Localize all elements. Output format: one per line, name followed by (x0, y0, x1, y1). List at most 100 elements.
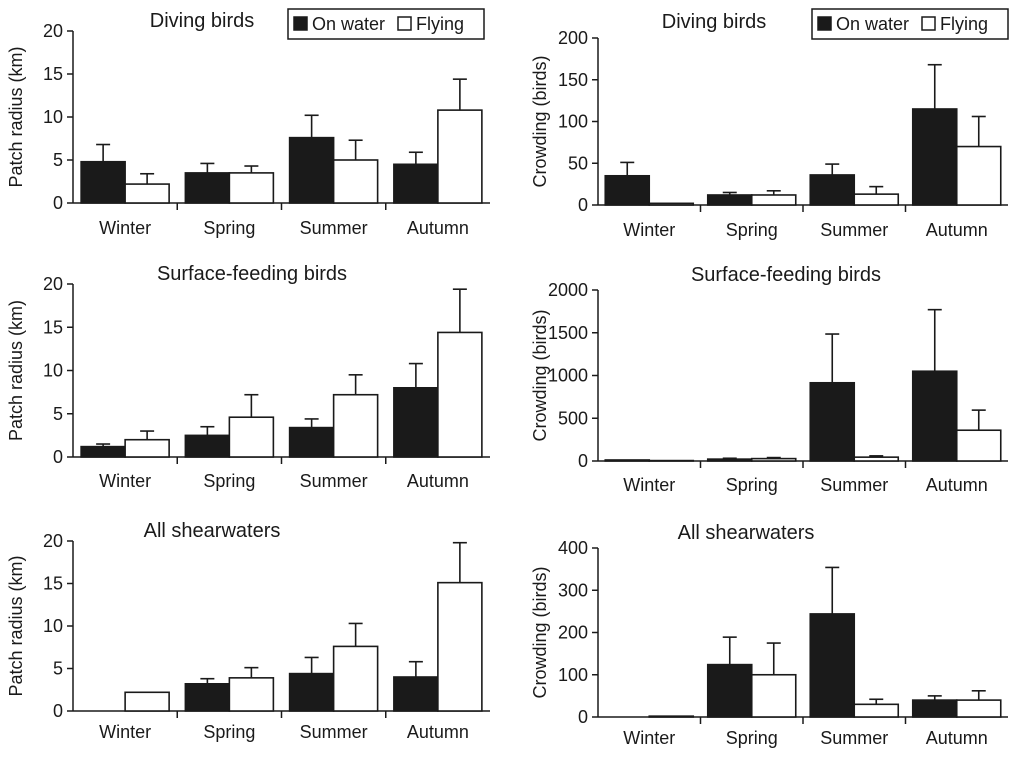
chart-title: Surface-feeding birds (691, 264, 881, 286)
bar-flying-summer (854, 457, 898, 461)
x-tick-label: Spring (726, 728, 778, 748)
bar-flying-spring (229, 678, 273, 711)
bar-flying-autumn (957, 147, 1001, 205)
bar-on-water-autumn (913, 700, 957, 717)
y-tick-label: 300 (558, 580, 588, 600)
legend: On water Flying (288, 9, 484, 39)
y-tick-label: 20 (43, 21, 63, 41)
bar-on-water-spring (708, 195, 752, 205)
bar-flying-summer (334, 646, 378, 711)
bar-on-water-summer (290, 674, 334, 711)
x-tick-label: Winter (623, 475, 675, 495)
y-tick-label: 0 (578, 451, 588, 471)
chart-title: All shearwaters (144, 520, 281, 542)
bar-on-water-spring (708, 665, 752, 717)
chart-title: Diving birds (150, 10, 254, 32)
legend-label-flying: Flying (940, 14, 988, 34)
y-axis-label: Patch radius (km) (6, 555, 26, 696)
x-tick-label: Spring (203, 471, 255, 491)
x-tick-label: Summer (300, 722, 368, 742)
y-tick-label: 1500 (548, 323, 588, 343)
y-tick-label: 15 (43, 574, 63, 594)
bar-flying-winter (125, 184, 169, 203)
bar-flying-autumn (438, 332, 482, 457)
y-tick-label: 150 (558, 70, 588, 90)
bar-flying-autumn (438, 583, 482, 711)
legend-swatch-flying (922, 17, 935, 30)
bar-flying-spring (752, 675, 796, 717)
y-axis-label: Crowding (birds) (530, 55, 550, 187)
chart-title: All shearwaters (678, 522, 815, 544)
x-tick-label: Summer (820, 220, 888, 240)
bar-flying-winter (649, 716, 693, 717)
x-tick-label: Autumn (926, 220, 988, 240)
y-tick-label: 15 (43, 317, 63, 337)
bar-flying-autumn (957, 700, 1001, 717)
x-tick-label: Autumn (407, 471, 469, 491)
legend-label-on-water: On water (312, 14, 385, 34)
bar-on-water-spring (185, 435, 229, 457)
bar-flying-winter (125, 440, 169, 457)
y-axis-label: Patch radius (km) (6, 46, 26, 187)
x-tick-label: Winter (623, 220, 675, 240)
bar-on-water-spring (185, 684, 229, 711)
chart-panel-surface-crowding: 0 500 1000 1500 2000 Winter Spring Summer Autumn… (530, 264, 1008, 495)
x-tick-label: Winter (623, 728, 675, 748)
x-tick-label: Spring (726, 475, 778, 495)
bar-on-water-winter (81, 447, 125, 457)
chart-title: Diving birds (662, 11, 766, 33)
bar-on-water-summer (810, 383, 854, 461)
y-tick-label: 10 (43, 361, 63, 381)
x-tick-label: Summer (820, 728, 888, 748)
legend-swatch-on-water (818, 17, 831, 30)
x-tick-label: Autumn (926, 475, 988, 495)
bar-on-water-autumn (394, 164, 438, 203)
x-tick-label: Spring (726, 220, 778, 240)
bar-on-water-winter (605, 460, 649, 461)
bar-on-water-summer (810, 614, 854, 717)
legend-swatch-flying (398, 17, 411, 30)
bar-flying-spring (229, 173, 273, 203)
x-tick-label: Autumn (407, 722, 469, 742)
bar-flying-autumn (957, 430, 1001, 461)
y-tick-label: 50 (568, 153, 588, 173)
bar-flying-winter (125, 692, 169, 711)
y-tick-label: 100 (558, 112, 588, 132)
y-tick-label: 200 (558, 28, 588, 48)
bar-on-water-summer (290, 428, 334, 457)
y-axis-label: Crowding (birds) (530, 309, 550, 441)
y-tick-label: 400 (558, 538, 588, 558)
bar-flying-spring (752, 459, 796, 461)
x-tick-label: Autumn (926, 728, 988, 748)
x-tick-label: Winter (99, 471, 151, 491)
x-tick-label: Winter (99, 722, 151, 742)
y-tick-label: 200 (558, 623, 588, 643)
y-tick-label: 20 (43, 274, 63, 294)
y-tick-label: 500 (558, 408, 588, 428)
bar-on-water-summer (810, 175, 854, 205)
x-tick-label: Summer (820, 475, 888, 495)
y-axis-label: Crowding (birds) (530, 566, 550, 698)
x-tick-label: Summer (300, 218, 368, 238)
x-tick-label: Winter (99, 218, 151, 238)
bar-flying-summer (854, 704, 898, 717)
legend-label-flying: Flying (416, 14, 464, 34)
bar-on-water-autumn (394, 677, 438, 711)
y-tick-label: 20 (43, 531, 63, 551)
bar-flying-summer (854, 194, 898, 205)
y-tick-label: 1000 (548, 366, 588, 386)
bar-on-water-winter (81, 162, 125, 203)
bar-flying-spring (229, 417, 273, 457)
y-tick-label: 5 (53, 404, 63, 424)
y-tick-label: 2000 (548, 280, 588, 300)
bar-on-water-spring (708, 459, 752, 461)
bar-flying-summer (334, 395, 378, 457)
y-tick-label: 15 (43, 64, 63, 84)
y-tick-label: 0 (53, 447, 63, 467)
bar-flying-autumn (438, 110, 482, 203)
